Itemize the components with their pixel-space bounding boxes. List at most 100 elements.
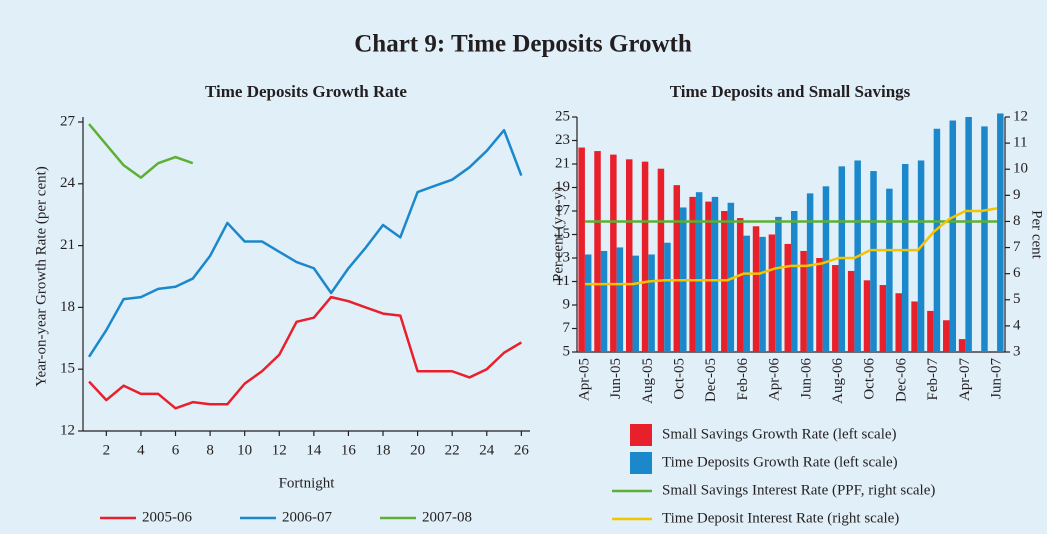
y2-tick-label: 4 [1013, 317, 1021, 333]
y2-tick-label: 5 [1013, 291, 1021, 307]
x-tick-label: 18 [376, 442, 391, 458]
bar [784, 243, 791, 352]
x-tick-label: 2 [103, 442, 111, 458]
y-tick-label: 13 [555, 249, 570, 265]
x-tick-label: Oct-06 [862, 358, 878, 400]
bar [847, 270, 855, 352]
bar [895, 293, 902, 352]
bar [632, 255, 639, 352]
page-title: Chart 9: Time Deposits Growth [354, 31, 692, 58]
x-tick-label: 22 [445, 442, 460, 458]
x-tick-label: Dec-05 [703, 358, 719, 402]
x-tick-label: Aug-06 [830, 358, 846, 404]
x-tick-label: Jun-07 [989, 358, 1005, 399]
chart-title: Time Deposits Growth Rate [205, 82, 407, 101]
x-tick-label: 10 [237, 442, 252, 458]
x-tick-label: Oct-05 [671, 358, 687, 400]
legend-swatch [630, 424, 652, 446]
y2-tick-label: 11 [1013, 135, 1027, 151]
bar [911, 301, 918, 352]
bar [594, 151, 601, 352]
y2-axis-label: Per cent [1029, 210, 1045, 260]
line-series [88, 128, 523, 358]
y-tick-label: 9 [563, 296, 571, 312]
bar [870, 171, 877, 352]
y-tick-label: 19 [555, 179, 570, 195]
y-tick-label: 12 [60, 422, 75, 438]
x-tick-label: 8 [206, 442, 214, 458]
bar [657, 168, 665, 352]
bar [800, 250, 807, 352]
x-tick-label: Feb-07 [925, 358, 941, 401]
legend-label: Small Savings Interest Rate (PPF, right … [662, 482, 935, 498]
y-tick-label: 18 [60, 299, 75, 315]
y2-tick-label: 10 [1013, 161, 1028, 177]
bar [997, 113, 1004, 352]
y2-tick-label: 6 [1013, 265, 1021, 281]
bar [695, 192, 703, 352]
bar [584, 254, 592, 352]
bar [949, 120, 957, 353]
line-series [584, 207, 998, 286]
bar [943, 320, 950, 352]
bar [711, 196, 719, 352]
y2-tick-label: 12 [1013, 108, 1028, 124]
bar [721, 211, 728, 352]
bar [705, 201, 712, 352]
y-tick-label: 17 [555, 202, 571, 218]
x-tick-label: 6 [172, 442, 180, 458]
x-tick-label: Dec-06 [893, 358, 909, 403]
y-axis-label: Year-on-year Growth Rate (per cent) [33, 166, 49, 387]
legend-label: 2006-07 [282, 509, 332, 525]
bar [958, 339, 966, 352]
legend-swatch [630, 452, 652, 474]
x-tick-label: Apr-07 [957, 358, 973, 402]
bar [664, 242, 671, 352]
legend-label: Small Savings Growth Rate (left scale) [662, 426, 897, 442]
legend-label: Time Deposit Interest Rate (right scale) [662, 510, 899, 526]
bar [759, 236, 766, 352]
line-series [88, 295, 522, 410]
y2-tick-label: 3 [1013, 343, 1021, 359]
bar [610, 154, 617, 352]
bar [981, 126, 988, 353]
x-tick-label: 16 [341, 442, 357, 458]
y-tick-label: 15 [60, 361, 75, 377]
x-tick-label: Apr-05 [576, 358, 592, 401]
y-tick-label: 21 [60, 237, 75, 253]
legend-label: 2005-06 [142, 509, 192, 525]
bar [927, 310, 934, 352]
x-tick-label: 14 [306, 442, 322, 458]
bar [933, 128, 941, 352]
x-tick-label: 26 [514, 442, 530, 458]
bar [816, 258, 823, 352]
x-axis-label: Fortnight [279, 475, 336, 491]
bar [791, 211, 798, 352]
legend-label: Time Deposits Growth Rate (left scale) [662, 454, 898, 470]
bar [768, 234, 776, 352]
x-tick-label: Apr-06 [767, 358, 783, 402]
bar [625, 159, 633, 352]
bar [689, 196, 696, 352]
bar [863, 280, 871, 352]
bar [752, 226, 760, 352]
y-tick-label: 24 [60, 175, 76, 191]
bar [641, 161, 649, 352]
x-tick-label: Jun-06 [798, 358, 814, 399]
y-tick-label: 15 [555, 226, 570, 242]
y2-tick-label: 9 [1013, 187, 1021, 203]
bar [775, 216, 782, 352]
y2-tick-label: 8 [1013, 213, 1021, 229]
legend-label: 2007-08 [422, 509, 472, 525]
bar [616, 247, 624, 352]
y-tick-label: 23 [555, 132, 570, 148]
x-tick-label: Aug-05 [640, 358, 656, 404]
bar [743, 235, 750, 352]
y-tick-label: 5 [563, 343, 571, 359]
bar [648, 254, 655, 352]
y-tick-label: 27 [60, 113, 76, 129]
x-tick-label: Jun-05 [608, 358, 624, 399]
x-tick-label: 12 [272, 442, 287, 458]
